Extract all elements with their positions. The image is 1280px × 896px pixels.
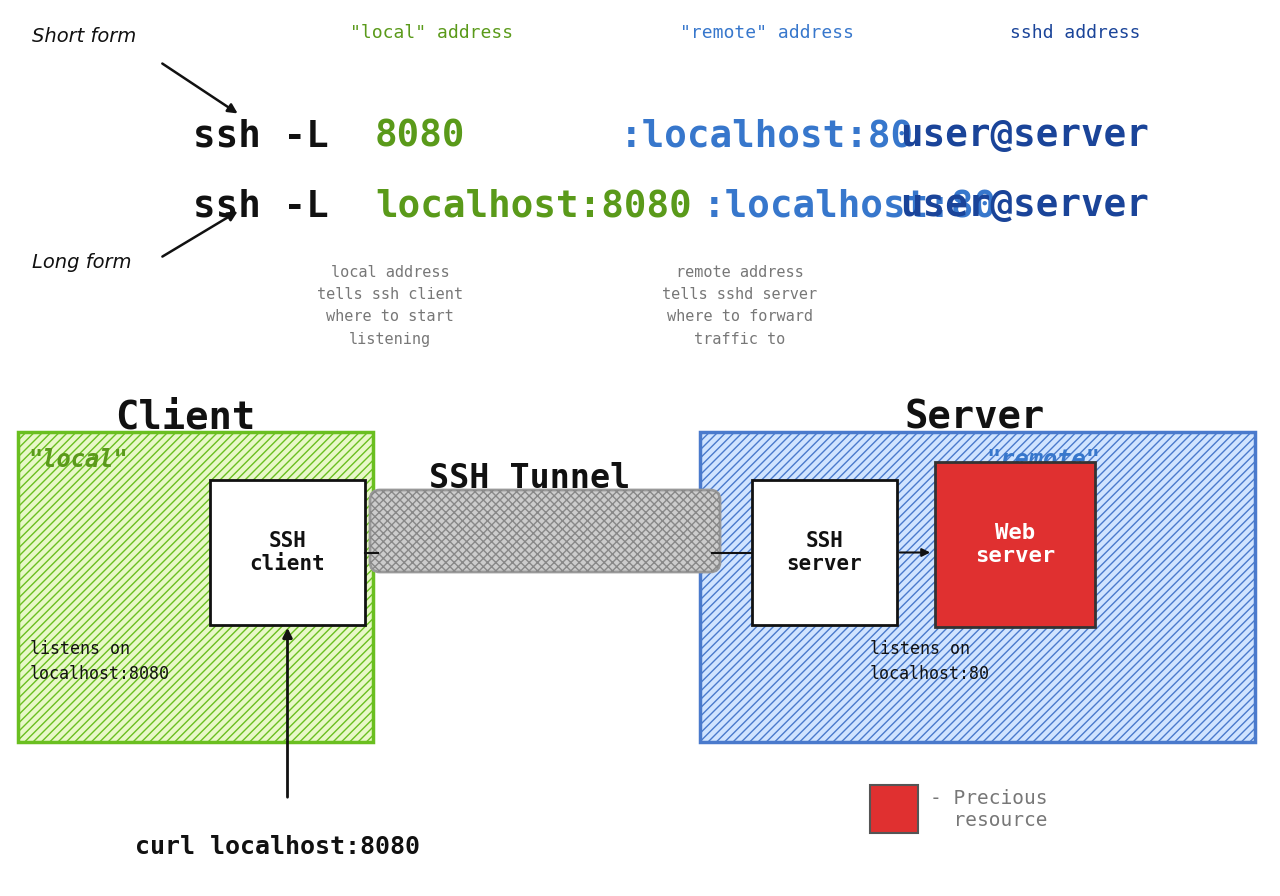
Text: Short form: Short form	[32, 27, 136, 46]
Text: user@server: user@server	[900, 188, 1149, 224]
Text: Server: Server	[905, 398, 1046, 436]
Bar	[210, 480, 365, 625]
Text: localhost:8080: localhost:8080	[375, 188, 691, 224]
Text: "local": "local"	[28, 448, 128, 472]
Text: ssh -L: ssh -L	[193, 118, 329, 154]
Bar	[753, 480, 897, 625]
Text: Client: Client	[115, 398, 255, 436]
Text: curl localhost:8080: curl localhost:8080	[134, 835, 420, 859]
Bar	[18, 432, 372, 742]
FancyBboxPatch shape	[370, 490, 719, 572]
Text: sshd address: sshd address	[1010, 24, 1140, 42]
Text: listens on
localhost:8080: listens on localhost:8080	[29, 640, 170, 683]
Bar	[870, 785, 918, 833]
Text: local address
tells ssh client
where to start
listening: local address tells ssh client where to …	[317, 265, 463, 347]
Text: user@server: user@server	[900, 118, 1149, 154]
Text: :localhost:80: :localhost:80	[620, 118, 914, 154]
Text: :localhost:80: :localhost:80	[703, 188, 997, 224]
Text: SSH Tunnel: SSH Tunnel	[429, 462, 631, 495]
Text: Long form: Long form	[32, 253, 132, 272]
Bar	[18, 432, 372, 742]
Bar	[700, 432, 1254, 742]
Text: SSH
server: SSH server	[787, 531, 863, 574]
Text: listens on
localhost:80: listens on localhost:80	[870, 640, 989, 683]
Text: SSH
client: SSH client	[250, 531, 325, 574]
Text: 8080: 8080	[375, 118, 466, 154]
Text: "remote": "remote"	[986, 448, 1100, 472]
Text: Web
server: Web server	[975, 523, 1055, 566]
Text: "local" address: "local" address	[349, 24, 513, 42]
Text: remote address
tells sshd server
where to forward
traffic to: remote address tells sshd server where t…	[663, 265, 818, 347]
Text: "remote" address: "remote" address	[680, 24, 854, 42]
Bar	[700, 432, 1254, 742]
Text: - Precious
  resource: - Precious resource	[931, 789, 1047, 830]
Text: ssh -L: ssh -L	[193, 188, 329, 224]
Bar	[934, 462, 1094, 627]
